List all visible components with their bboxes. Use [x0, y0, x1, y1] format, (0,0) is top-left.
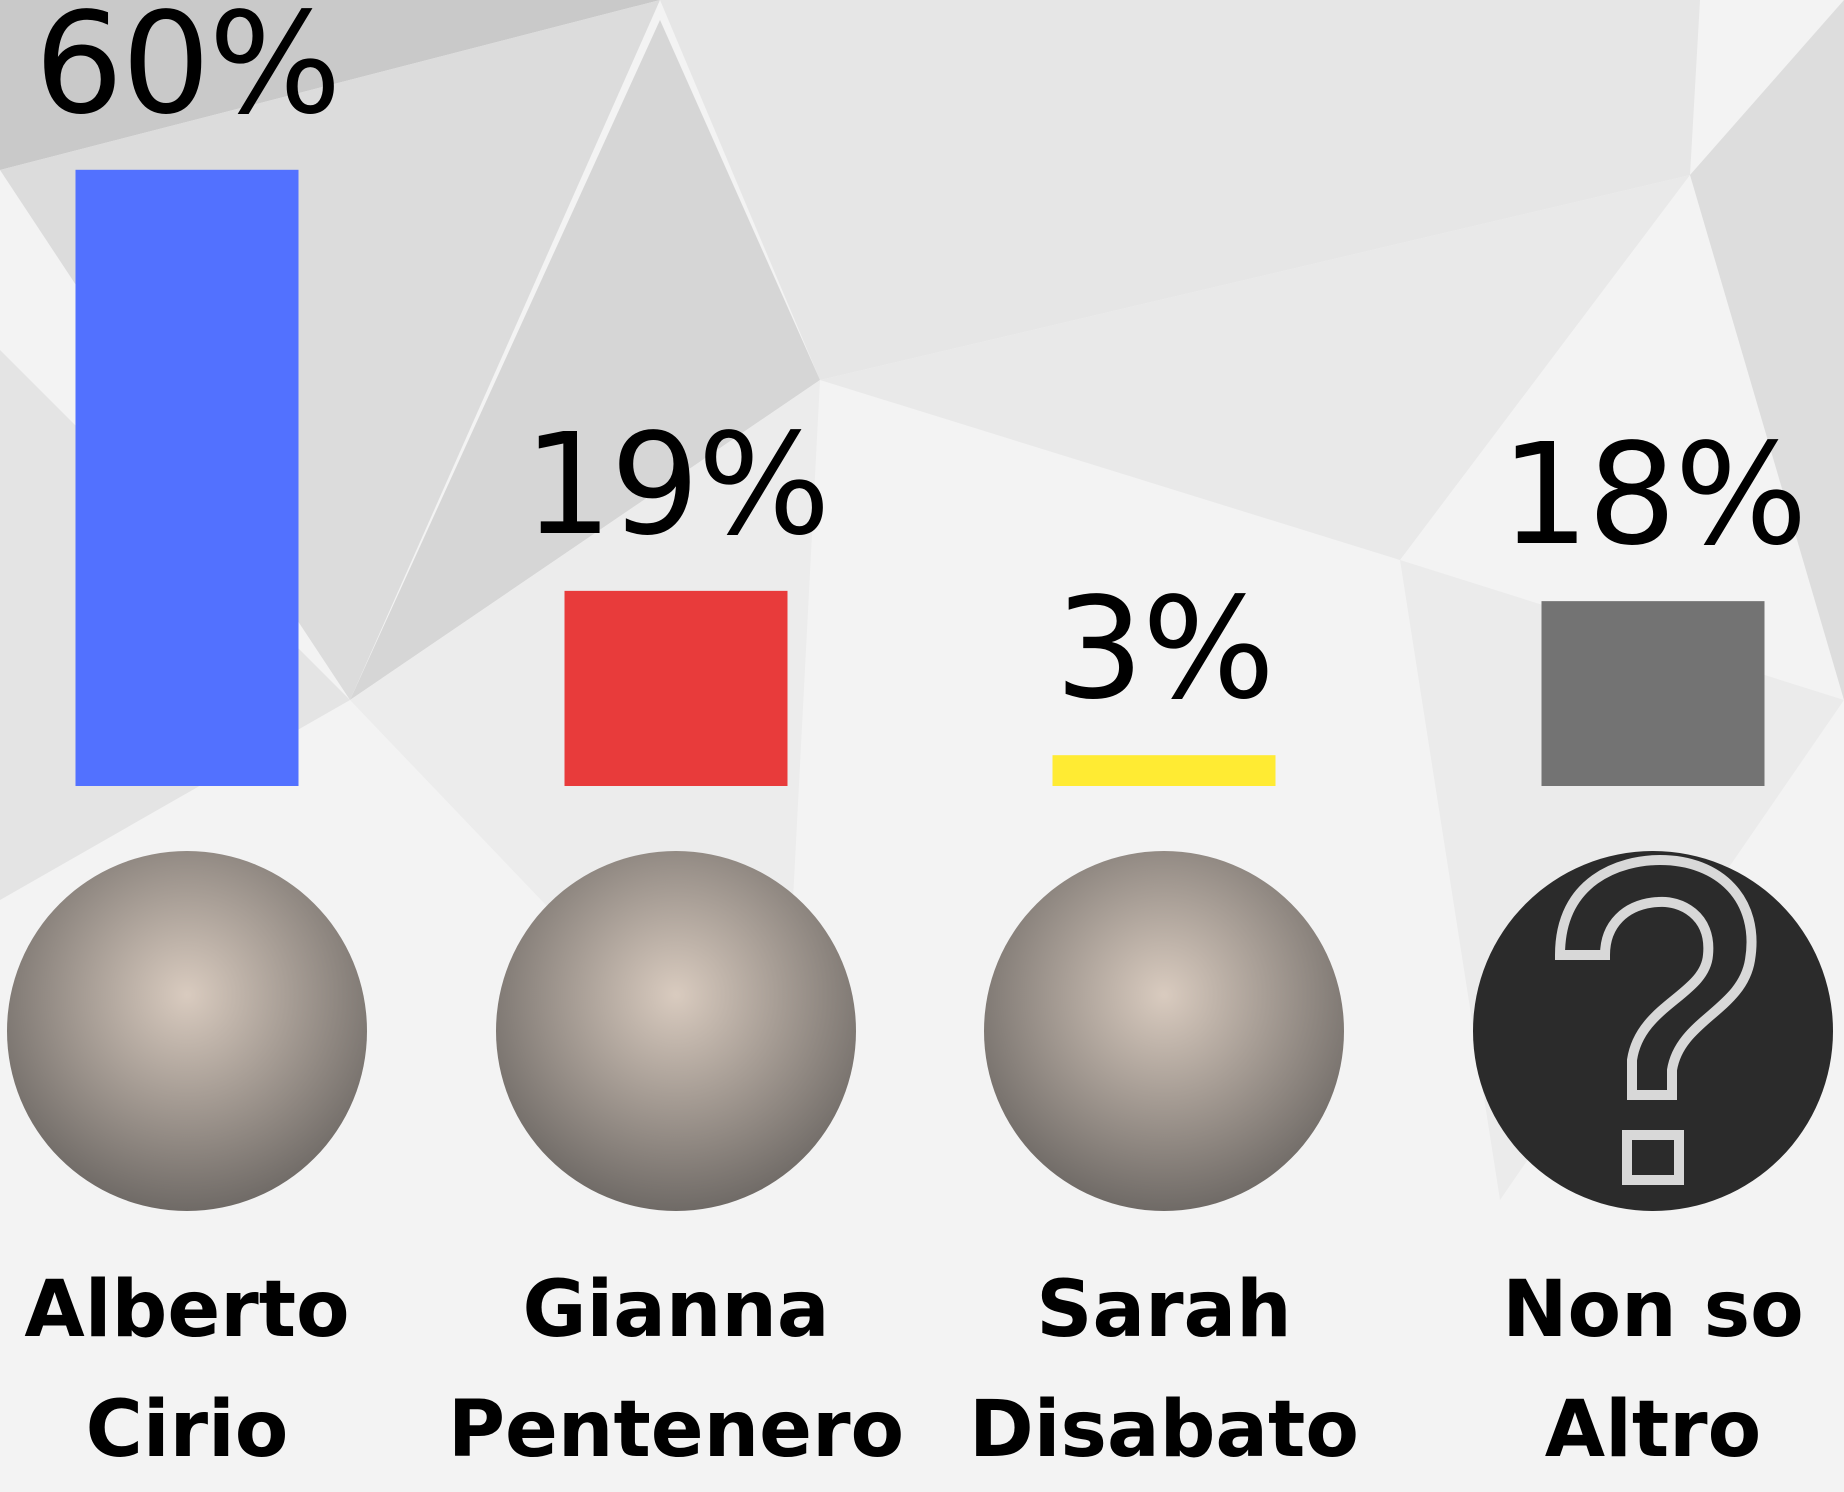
page: (() => { const data = JSON.parse(documen… — [0, 0, 1844, 1492]
category-label: Sarah Disabato — [914, 1250, 1414, 1490]
value-label: 18% — [1453, 426, 1844, 566]
bar — [565, 591, 788, 786]
value-label: 3% — [964, 580, 1364, 720]
value-label: 60% — [0, 0, 387, 135]
photo — [984, 851, 1344, 1211]
photo — [7, 851, 367, 1211]
bar — [1053, 755, 1276, 786]
value-label: 19% — [476, 416, 876, 556]
category-label: Gianna Pentenero — [426, 1250, 926, 1490]
category-label: Non so Altro — [1403, 1250, 1844, 1490]
bar — [1542, 601, 1765, 786]
photo — [496, 851, 856, 1211]
bar — [76, 170, 299, 786]
category-label: Alberto Cirio — [0, 1250, 437, 1490]
